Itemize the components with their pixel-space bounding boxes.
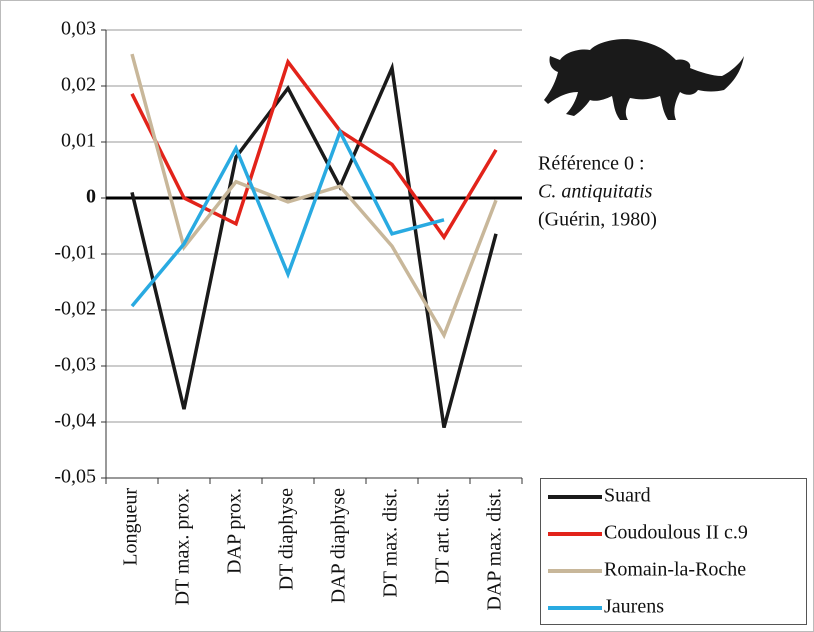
series-line [130,61,498,429]
legend-box [540,478,807,625]
series-line [130,127,445,308]
y-tick-label: -0,01 [54,242,96,264]
y-tick-label: -0,03 [54,354,96,376]
annotation: C. antiquitatis [538,181,653,203]
y-tick-label: -0,04 [54,410,96,432]
x-tick-label: DT max. prox. [172,488,194,605]
annotation: Référence 0 : [538,153,645,175]
series-line [130,58,498,241]
y-tick-label: 0,02 [61,74,96,96]
x-tick-label: DAP diaphyse [328,488,350,603]
legend-label: Jaurens [604,596,664,618]
y-tick-label: 0,01 [61,130,96,152]
x-tick-label: DAP prox. [224,488,246,574]
rhino-silhouette [544,39,744,120]
y-tick-label: -0,02 [54,298,96,320]
series-line [130,53,498,340]
legend-label: Suard [604,485,651,507]
y-tick-label: -0,05 [54,466,96,488]
legend-label: Coudoulous II c.9 [604,522,748,544]
legend-label: Romain-la-Roche [604,559,746,581]
x-tick-label: DT max. dist. [380,488,402,598]
annotation: (Guérin, 1980) [538,209,657,231]
x-tick-label: Longueur [120,488,142,566]
x-tick-label: DT diaphyse [276,488,298,591]
x-tick-label: DAP max. dist. [484,488,506,611]
y-tick-label: 0 [86,186,96,208]
y-tick-label: 0,03 [61,18,96,40]
x-tick-label: DT art. dist. [432,488,454,584]
